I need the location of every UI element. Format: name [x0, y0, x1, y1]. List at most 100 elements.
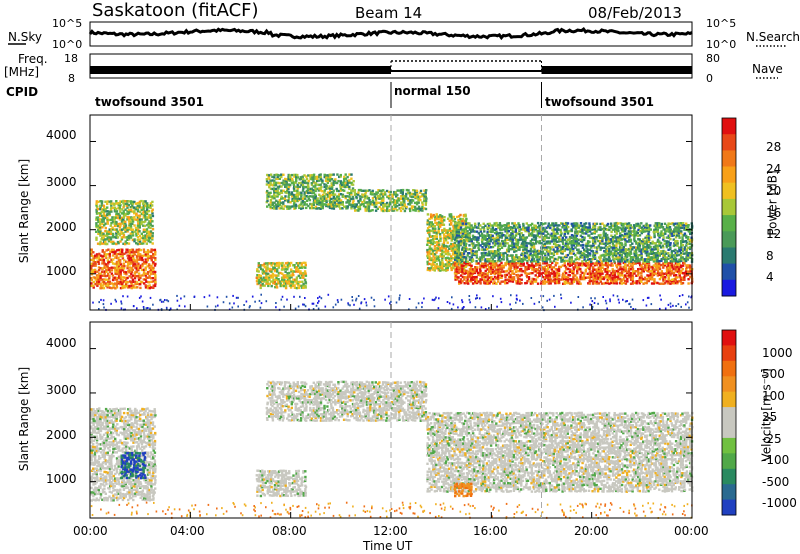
- power-panel-cell: [266, 193, 269, 197]
- power-panel-cell: [588, 271, 591, 275]
- power-panel-cell: [284, 199, 287, 202]
- power-panel-cell: [329, 176, 332, 179]
- power-panel-cell: [121, 286, 124, 290]
- power-panel-cell: [96, 270, 99, 273]
- power-panel-cell: [134, 266, 137, 269]
- power-panel-cell: [550, 272, 554, 275]
- power-panel-cell: [576, 278, 579, 281]
- power-panel-cell: [136, 254, 139, 258]
- power-panel-cell: [423, 189, 426, 192]
- power-panel-cell: [638, 282, 641, 285]
- power-panel-cell: [339, 185, 342, 189]
- power-panel-cell: [137, 255, 140, 258]
- power-panel-cell: [627, 262, 631, 265]
- power-panel-cell: [137, 278, 141, 281]
- power-panel-cell: [464, 215, 467, 218]
- power-panel-cell: [320, 199, 323, 202]
- power-panel-cell: [415, 197, 419, 200]
- power-panel-cell: [325, 174, 328, 177]
- power-panel-cell: [593, 279, 596, 283]
- power-panel-cell: [323, 175, 326, 179]
- power-panel-cell: [552, 275, 555, 279]
- power-panel-cell: [459, 238, 462, 242]
- power-panel-cell: [397, 197, 401, 200]
- power-panel-cell: [108, 200, 111, 203]
- power-panel-cell: [337, 199, 341, 203]
- power-panel-cell: [557, 267, 561, 271]
- power-panel-cell: [135, 264, 139, 268]
- power-panel-cell: [133, 212, 136, 215]
- power-panel-cell: [101, 281, 104, 284]
- power-panel-cell: [287, 185, 291, 189]
- power-panel-cell: [90, 279, 94, 282]
- power-panel-cell: [394, 203, 397, 206]
- power-panel-cell: [483, 281, 486, 285]
- power-panel-cell: [446, 266, 449, 270]
- power-panel-cell: [599, 278, 602, 281]
- power-panel-cell: [488, 270, 491, 273]
- power-panel-cell: [289, 284, 293, 287]
- power-panel-cell: [97, 275, 100, 278]
- power-panel-cell: [624, 275, 628, 279]
- power-panel-cell: [486, 252, 489, 255]
- power-panel-cell: [352, 197, 355, 200]
- power-panel-cell: [282, 201, 285, 204]
- power-panel-cell: [556, 262, 559, 265]
- power-panel-cell: [561, 278, 565, 281]
- power-panel-cell: [398, 203, 401, 207]
- power-panel-cell: [630, 264, 633, 267]
- power-panel-cell: [149, 270, 153, 273]
- velocity-tick-m100: -100: [762, 453, 790, 467]
- power-panel-cell: [357, 199, 360, 203]
- power-panel-cell: [330, 183, 334, 187]
- power-panel-cell: [142, 210, 145, 213]
- power-panel-cell: [303, 278, 307, 281]
- power-panel-cell: [455, 221, 458, 225]
- power-panel-cell: [609, 279, 613, 283]
- power-panel-cell: [359, 203, 362, 207]
- power-panel-cell: [500, 264, 503, 267]
- power-panel-cell: [290, 173, 294, 177]
- power-panel-cell: [591, 273, 595, 277]
- power-panel-cell: [115, 220, 118, 224]
- power-panel-cell: [303, 201, 307, 204]
- power-panel-cell: [450, 259, 453, 262]
- power-panel-cell: [522, 236, 525, 239]
- power-panel-cell: [271, 272, 275, 276]
- power-panel-cell: [446, 233, 450, 237]
- power-panel-cell: [688, 264, 692, 267]
- power-panel-cell: [288, 278, 291, 281]
- power-panel-cell: [300, 286, 304, 289]
- power-panel-cell: [470, 278, 473, 281]
- power-panel-cell: [585, 261, 588, 265]
- power-panel-cell: [559, 265, 562, 269]
- power-panel-cell: [620, 279, 623, 283]
- power-panel-cell: [493, 275, 497, 279]
- power-panel-cell: [529, 280, 532, 283]
- power-panel-cell: [339, 187, 343, 190]
- power-panel-cell: [128, 260, 131, 263]
- power-panel-cell: [520, 238, 523, 241]
- power-panel-cell: [600, 246, 604, 250]
- power-panel-cell: [595, 282, 599, 285]
- power-panel-cell: [391, 193, 394, 196]
- power-panel-cell: [437, 225, 441, 229]
- power-panel-cell: [101, 218, 104, 221]
- power-panel-cell: [291, 270, 295, 273]
- power-panel-cell: [290, 280, 293, 283]
- power-panel-cell: [90, 252, 93, 255]
- power-panel-cell: [131, 274, 135, 277]
- power-panel-cell: [421, 201, 424, 204]
- power-panel-cell: [493, 280, 496, 283]
- power-panel-cell: [358, 207, 362, 211]
- power-panel-cell: [328, 177, 332, 180]
- power-panel-cell: [660, 282, 663, 285]
- power-panel-cell: [400, 195, 403, 198]
- power-panel-cell: [92, 269, 95, 272]
- power-panel-cell: [304, 266, 307, 269]
- power-panel-cell: [428, 258, 431, 262]
- cpid-segment-3: twofsound 3501: [545, 95, 654, 109]
- power-panel-cell: [331, 203, 335, 206]
- power-panel-cell: [142, 268, 146, 271]
- power-panel-cell: [346, 179, 349, 183]
